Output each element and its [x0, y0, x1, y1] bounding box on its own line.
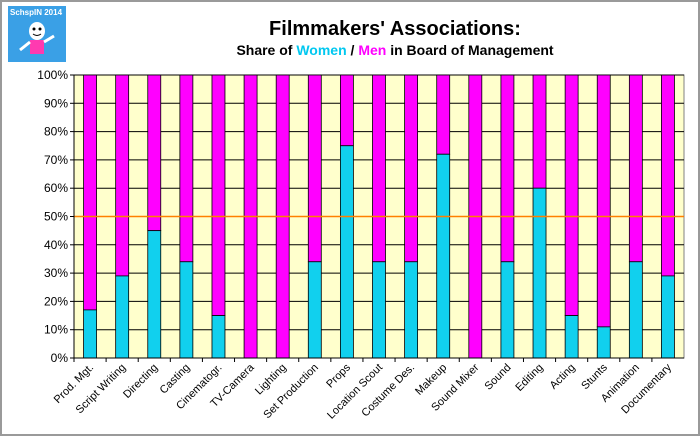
- bar-men: [500, 74, 515, 263]
- bar-men: [339, 74, 354, 147]
- bar-women: [179, 261, 194, 359]
- subtitle-women: Women: [296, 42, 347, 58]
- bar-men: [661, 74, 675, 277]
- bar-men: [564, 74, 579, 316]
- y-tick-label: 70%: [44, 153, 68, 167]
- bar-women: [339, 145, 354, 359]
- bar-women: [147, 230, 162, 359]
- y-tick-label: 40%: [44, 238, 68, 252]
- x-tick-label: Editing: [513, 362, 545, 394]
- y-tick-label: 30%: [44, 266, 68, 280]
- subtitle-suffix: in Board of Management: [386, 42, 554, 58]
- y-tick-label: 50%: [44, 210, 68, 224]
- chart-subtitle: Share of Women / Men in Board of Managem…: [180, 42, 610, 58]
- bar-men: [628, 74, 643, 263]
- bar-men: [307, 74, 322, 263]
- y-tick-label: 0%: [51, 351, 69, 365]
- y-tick-label: 20%: [44, 294, 68, 308]
- y-tick-label: 10%: [44, 323, 68, 337]
- subtitle-separator: /: [346, 42, 359, 58]
- subtitle-prefix: Share of: [236, 42, 297, 58]
- x-tick-label: Props: [324, 361, 353, 390]
- bar-men: [115, 74, 130, 277]
- bar-women: [436, 153, 451, 359]
- logo-figure-icon: [19, 22, 55, 54]
- bar-women: [564, 315, 579, 359]
- y-tick-label: 90%: [44, 96, 68, 110]
- bar-women: [661, 275, 675, 359]
- bar-men: [211, 74, 226, 316]
- bar-women: [500, 261, 515, 359]
- bar-men: [83, 74, 97, 311]
- bar-men: [596, 74, 611, 328]
- bar-women: [628, 261, 643, 359]
- x-tick-label: Sound: [483, 362, 514, 393]
- bar-women: [532, 187, 547, 359]
- subtitle-men: Men: [358, 42, 387, 58]
- bar-women: [83, 309, 97, 359]
- y-tick-label: 100%: [37, 68, 68, 82]
- bar-men: [372, 74, 386, 263]
- bar-women: [307, 261, 322, 359]
- bar-women: [372, 261, 386, 359]
- bar-men: [147, 74, 162, 232]
- bar-men: [179, 74, 194, 263]
- x-tick-label: Directing: [121, 362, 160, 401]
- x-tick-label: Acting: [548, 362, 578, 392]
- logo-text: SchspIN 2014: [10, 8, 63, 17]
- bar-women: [596, 326, 611, 359]
- bar-women: [211, 315, 226, 359]
- bar-men: [404, 74, 419, 263]
- y-tick-label: 60%: [44, 181, 68, 195]
- bar-men: [532, 74, 547, 189]
- y-tick-label: 80%: [44, 125, 68, 139]
- bar-men: [436, 74, 451, 155]
- bar-women: [115, 275, 130, 359]
- x-tick-label: Stunts: [579, 361, 610, 392]
- bar-women: [404, 261, 419, 359]
- chart-title: Filmmakers' Associations:: [269, 18, 521, 40]
- logo: SchspIN 2014: [8, 6, 66, 62]
